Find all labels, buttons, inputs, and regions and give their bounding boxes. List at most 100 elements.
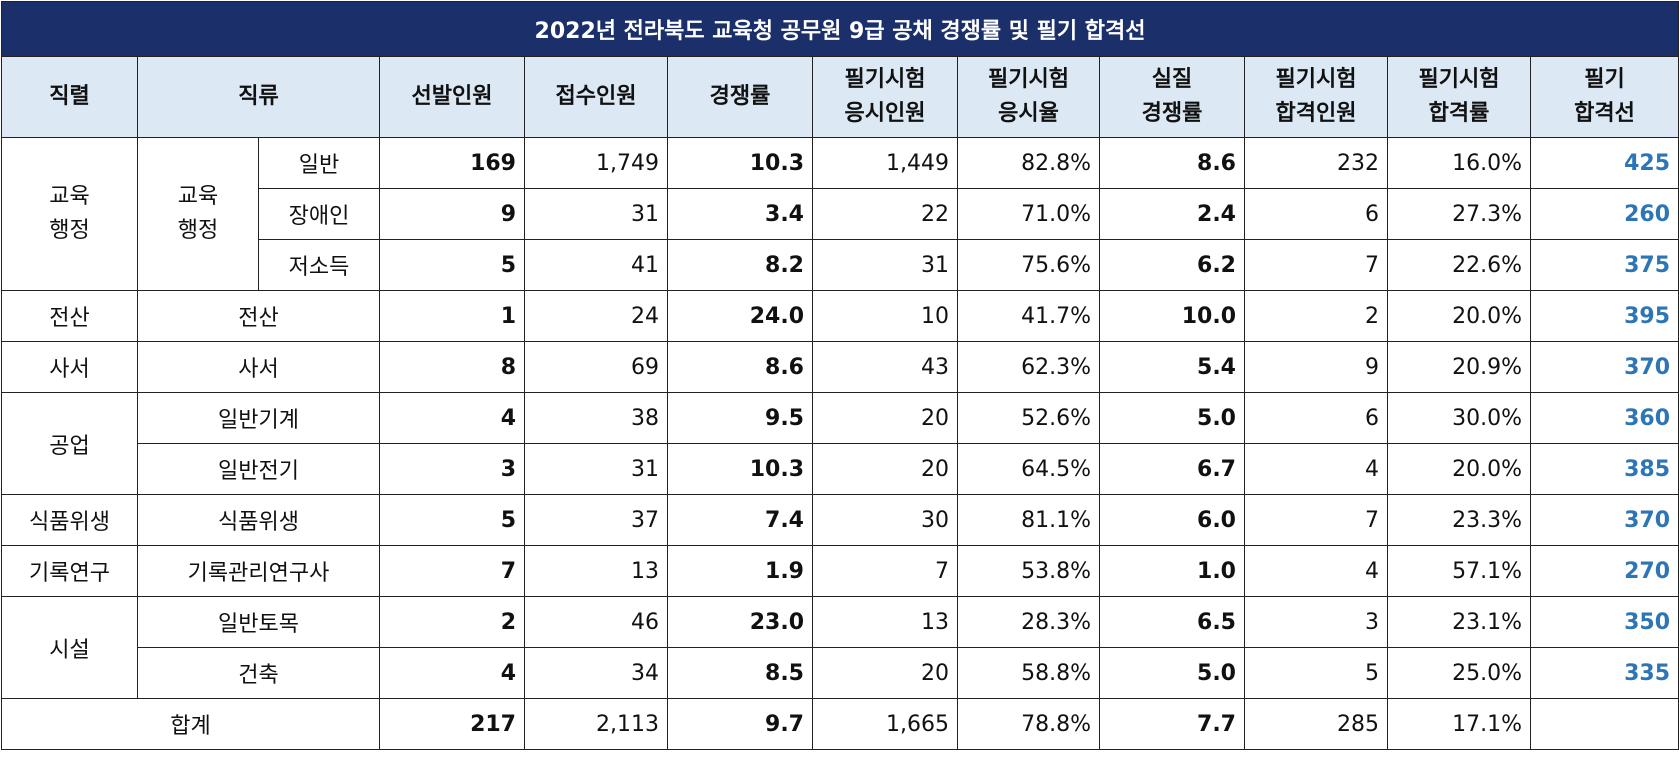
value-cell: 24 — [524, 290, 668, 342]
value-cell: 370 — [1529, 341, 1679, 393]
header-text: 합격선 — [1574, 101, 1635, 126]
value-cell: 3.4 — [667, 188, 813, 240]
value-cell: 57.1% — [1387, 545, 1531, 597]
value-cell: 10.3 — [667, 443, 813, 495]
header-text: 응시인원 — [844, 101, 926, 126]
value-cell: 1,665 — [812, 698, 958, 750]
type-cell: 일반전기 — [137, 443, 380, 495]
value-cell: 2 — [379, 596, 525, 648]
value-cell: 260 — [1529, 188, 1679, 240]
value-cell: 9.7 — [667, 698, 813, 750]
series-text: 사서 — [49, 357, 90, 382]
value-cell: 20.9% — [1387, 341, 1531, 393]
data-row: 일반전기 3 31 10.3 20 64.5% 6.7 4 20.0% 385 — [2, 443, 1679, 495]
value-cell: 7 — [1244, 239, 1388, 291]
data-row: 식품위생 식품위생 5 37 7.4 30 81.1% 6.0 7 23.3% 370 — [1, 494, 1679, 546]
data-row: 저소득 5 41 8.2 31 75.6% 6.2 7 22.6% 375 — [2, 239, 1679, 291]
value-cell: 23.1% — [1387, 596, 1531, 648]
subtype-cell: 일반 — [258, 137, 380, 189]
value-cell: 10 — [812, 290, 958, 342]
header-cell: 접수인원 — [524, 56, 668, 138]
value-cell: 20 — [812, 647, 958, 699]
value-cell: 5.0 — [1099, 647, 1245, 699]
value-cell: 52.6% — [957, 392, 1100, 444]
value-cell: 20.0% — [1387, 290, 1531, 342]
value-cell: 1.9 — [667, 545, 813, 597]
header-cell: 선발인원 — [379, 56, 525, 138]
header-cell: 필기시험 합격률 — [1387, 56, 1531, 138]
value-cell: 2 — [1244, 290, 1388, 342]
value-cell: 360 — [1529, 392, 1679, 444]
value-cell: 23.3% — [1387, 494, 1531, 546]
header-text: 실질 — [1151, 67, 1193, 92]
value-cell: 2.4 — [1099, 188, 1245, 240]
type-cell: 건축 — [137, 647, 380, 699]
data-row: 기록연구 기록관리연구사 7 13 1.9 7 53.8% 1.0 4 57.1% 270 — [1, 545, 1679, 597]
value-cell: 350 — [1529, 596, 1679, 648]
value-cell: 6.7 — [1099, 443, 1245, 495]
data-row: 시설 일반토목 2 46 23.0 13 28.3% 6.5 3 23.1% 350 — [1, 596, 1679, 699]
value-cell: 46 — [524, 596, 668, 648]
value-cell: 43 — [812, 341, 958, 393]
value-cell: 7 — [1244, 494, 1388, 546]
value-cell: 22.6% — [1387, 239, 1531, 291]
value-cell: 41 — [524, 239, 668, 291]
value-cell: 9 — [379, 188, 525, 240]
value-cell: 1,449 — [812, 137, 958, 189]
value-cell: 10.0 — [1099, 290, 1245, 342]
data-row: 사서 사서 8 69 8.6 43 62.3% 5.4 9 20.9% 370 — [1, 341, 1679, 393]
empty-cell — [1529, 698, 1679, 750]
data-row: 교육행정 교육행정 일반 169 1,749 10.3 1,449 82.8% 8.6 232 16… — [1, 137, 1679, 291]
value-cell: 30.0% — [1387, 392, 1531, 444]
series-cell: 교육행정 — [1, 137, 138, 291]
value-cell: 10.3 — [667, 137, 813, 189]
value-cell: 13 — [812, 596, 958, 648]
value-cell: 6.0 — [1099, 494, 1245, 546]
value-cell: 37 — [524, 494, 668, 546]
value-cell: 3 — [1244, 596, 1388, 648]
value-cell: 8.6 — [1099, 137, 1245, 189]
value-cell: 4 — [1244, 443, 1388, 495]
value-cell: 41.7% — [957, 290, 1100, 342]
value-cell: 3 — [379, 443, 525, 495]
type-cell: 사서 — [137, 341, 380, 393]
value-cell: 9 — [1244, 341, 1388, 393]
value-cell: 7 — [379, 545, 525, 597]
value-cell: 62.3% — [957, 341, 1100, 393]
value-cell: 395 — [1529, 290, 1679, 342]
value-cell: 6 — [1244, 392, 1388, 444]
header-text: 필기시험 — [988, 67, 1069, 92]
value-cell: 8 — [379, 341, 525, 393]
value-cell: 31 — [812, 239, 958, 291]
value-cell: 24.0 — [667, 290, 813, 342]
value-cell: 5 — [1244, 647, 1388, 699]
header-text: 필기시험 — [1418, 67, 1500, 92]
header-text: 경쟁률 — [709, 84, 771, 109]
value-cell: 6 — [1244, 188, 1388, 240]
value-cell: 34 — [524, 647, 668, 699]
value-cell: 5.0 — [1099, 392, 1245, 444]
header-text: 응시율 — [998, 101, 1059, 126]
total-row: 합계 217 2,113 9.7 1,665 78.8% 7.7 285 17.1% — [1, 698, 1679, 750]
value-cell: 8.6 — [667, 341, 813, 393]
value-cell: 169 — [379, 137, 525, 189]
subtype-cell: 저소득 — [258, 239, 380, 291]
value-cell: 31 — [524, 443, 668, 495]
value-cell: 64.5% — [957, 443, 1100, 495]
header-text: 필기 — [1584, 67, 1625, 92]
value-cell: 2,113 — [524, 698, 668, 750]
value-cell: 9.5 — [667, 392, 813, 444]
value-cell: 17.1% — [1387, 698, 1531, 750]
value-cell: 7 — [812, 545, 958, 597]
value-cell: 78.8% — [957, 698, 1100, 750]
header-text: 경쟁률 — [1141, 101, 1203, 126]
header-text: 합격인원 — [1275, 101, 1357, 126]
value-cell: 7.7 — [1099, 698, 1245, 750]
series-text: 기록연구 — [29, 561, 110, 586]
value-cell: 425 — [1529, 137, 1679, 189]
value-cell: 38 — [524, 392, 668, 444]
value-cell: 20 — [812, 392, 958, 444]
